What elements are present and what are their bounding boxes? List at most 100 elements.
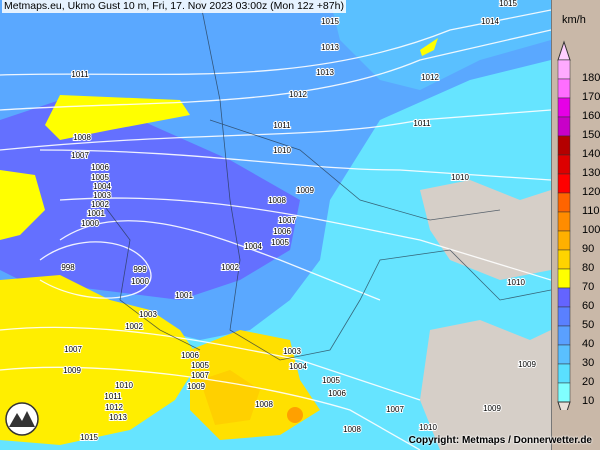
colorbar-bin — [557, 97, 571, 118]
isobar-label: 1010 — [451, 173, 469, 182]
colorbar-tick-label: 160 — [582, 110, 600, 122]
isobar-label: 1000 — [131, 277, 149, 286]
colorbar-tick-label: 30 — [582, 357, 595, 369]
isobar-label: 1008 — [343, 425, 361, 434]
gust-area-60-70-south — [0, 275, 200, 445]
colorbar-top-arrow — [557, 40, 571, 61]
isobar-label: 1003 — [139, 310, 157, 319]
colorbar-tick-label: 20 — [582, 376, 595, 388]
isobar-label: 999 — [133, 265, 147, 274]
isobar-label: 1012 — [421, 73, 439, 82]
colorbar-bottom-arrow — [557, 401, 571, 410]
isobar-label: 1015 — [499, 0, 517, 8]
colorbar-bin — [557, 154, 571, 175]
isobar-label: 1006 — [273, 227, 291, 236]
colorbar-bin — [557, 173, 571, 194]
isobar-label: 1014 — [481, 17, 499, 26]
isobar-label: 1008 — [268, 196, 286, 205]
unit-label: km/h — [562, 14, 586, 26]
isobar-label: 1005 — [322, 376, 340, 385]
gust-area-60-70-west — [0, 170, 45, 240]
gust-area-70-80 — [200, 370, 260, 425]
isobar-label: 1012 — [289, 90, 307, 99]
isobar-label: 1007 — [64, 345, 82, 354]
isobar-label: 1015 — [80, 433, 98, 442]
metmaps-logo — [4, 401, 40, 446]
isobar-label: 1011 — [104, 392, 122, 401]
colorbar-bin — [557, 344, 571, 365]
isobar-label: 1010 — [419, 423, 437, 432]
colorbar-bin — [557, 135, 571, 156]
isobar-label: 1002 — [125, 322, 143, 331]
mountain-logo-icon — [5, 402, 39, 436]
isobar-label: 1007 — [386, 405, 404, 414]
isobar-label: 1011 — [413, 119, 431, 128]
colorbar-bin — [557, 78, 571, 99]
isobar-label: 1007 — [71, 151, 89, 160]
isobar-label: 1000 — [81, 219, 99, 228]
isobar-label: 1005 — [271, 238, 289, 247]
colorbar-bin — [557, 268, 571, 289]
colorbar-tick-label: 100 — [582, 224, 600, 236]
isobar-label: 1004 — [93, 182, 111, 191]
colorbar-bin — [557, 306, 571, 327]
colorbar-tick-label: 140 — [582, 148, 600, 160]
colorbar-tick-label: 150 — [582, 129, 600, 141]
isobar-label: 1001 — [175, 291, 193, 300]
map-title: Metmaps.eu, Ukmo Gust 10 m, Fri, 17. Nov… — [2, 0, 346, 13]
isobar-label: 1008 — [255, 400, 273, 409]
colorbar-bin — [557, 249, 571, 270]
colorbar-tick-label: 130 — [582, 167, 600, 179]
isobar-label: 1001 — [87, 209, 105, 218]
borders — [99, 0, 551, 361]
colorbar-tick-label: 70 — [582, 281, 595, 293]
isobar-label: 1002 — [91, 200, 109, 209]
colorbar-tick-label: 60 — [582, 300, 595, 312]
land-gray-southeast — [420, 320, 551, 450]
colorbar-tick-label: 170 — [582, 91, 600, 103]
isobar-label: 1013 — [316, 68, 334, 77]
colorbar-bin — [557, 382, 571, 403]
isobar-lines — [0, 9, 551, 450]
gust-area-60-70-baltic — [420, 38, 438, 56]
isobar-label: 1006 — [328, 389, 346, 398]
isobar-label: 1006 — [91, 163, 109, 172]
colorbar — [557, 40, 571, 410]
isobar-label: 1010 — [273, 146, 291, 155]
isobar-label: 1011 — [273, 121, 291, 130]
colorbar-bin — [557, 230, 571, 251]
isobar-label: 1012 — [105, 403, 123, 412]
colorbar-bin — [557, 363, 571, 384]
colorbar-bin — [557, 59, 571, 80]
colorbar-bin — [557, 325, 571, 346]
colorbar-tick-label: 80 — [582, 262, 595, 274]
gust-map: 1015 101410151013101310121011101210111008… — [0, 0, 551, 450]
isobar-labels: 1015 101410151013101310121011101210111008… — [60, 0, 537, 443]
isobar-label: 1013 — [109, 413, 127, 422]
isobar-label: 1004 — [289, 362, 307, 371]
colorbar-tick-label: 40 — [582, 338, 595, 350]
colorbar-bin — [557, 211, 571, 232]
colorbar-tick-label: 10 — [582, 395, 595, 407]
isobar-label: 1009 — [63, 366, 81, 375]
colorbar-tick-label: 180 — [582, 72, 600, 84]
isobar-label: 1003 — [93, 191, 111, 200]
isobar-label: 1013 — [321, 43, 339, 52]
gust-area-80-90 — [287, 407, 303, 423]
colorbar-tick-label: 90 — [582, 243, 595, 255]
isobar-label: 1005 — [191, 361, 209, 370]
colorbar-bin — [557, 116, 571, 137]
colorbar-tick-label: 110 — [582, 205, 600, 217]
isobar-label: 1010 — [115, 381, 133, 390]
isobar-label: 1004 — [244, 242, 262, 251]
isobar-label: 1007 — [278, 216, 296, 225]
isobar-label: 1002 — [221, 263, 239, 272]
colorbar-bin — [557, 287, 571, 308]
copyright-text: Copyright: Metmaps / Donnerwetter.de — [408, 435, 592, 446]
isobar-label: 1003 — [283, 347, 301, 356]
colorbar-tick-label: 120 — [582, 186, 600, 198]
isobar-label: 1015 — [321, 17, 339, 26]
isobar-label: 1009 — [518, 360, 536, 369]
gust-area-30-40 — [330, 0, 551, 90]
isobar-label: 1011 — [71, 70, 89, 79]
